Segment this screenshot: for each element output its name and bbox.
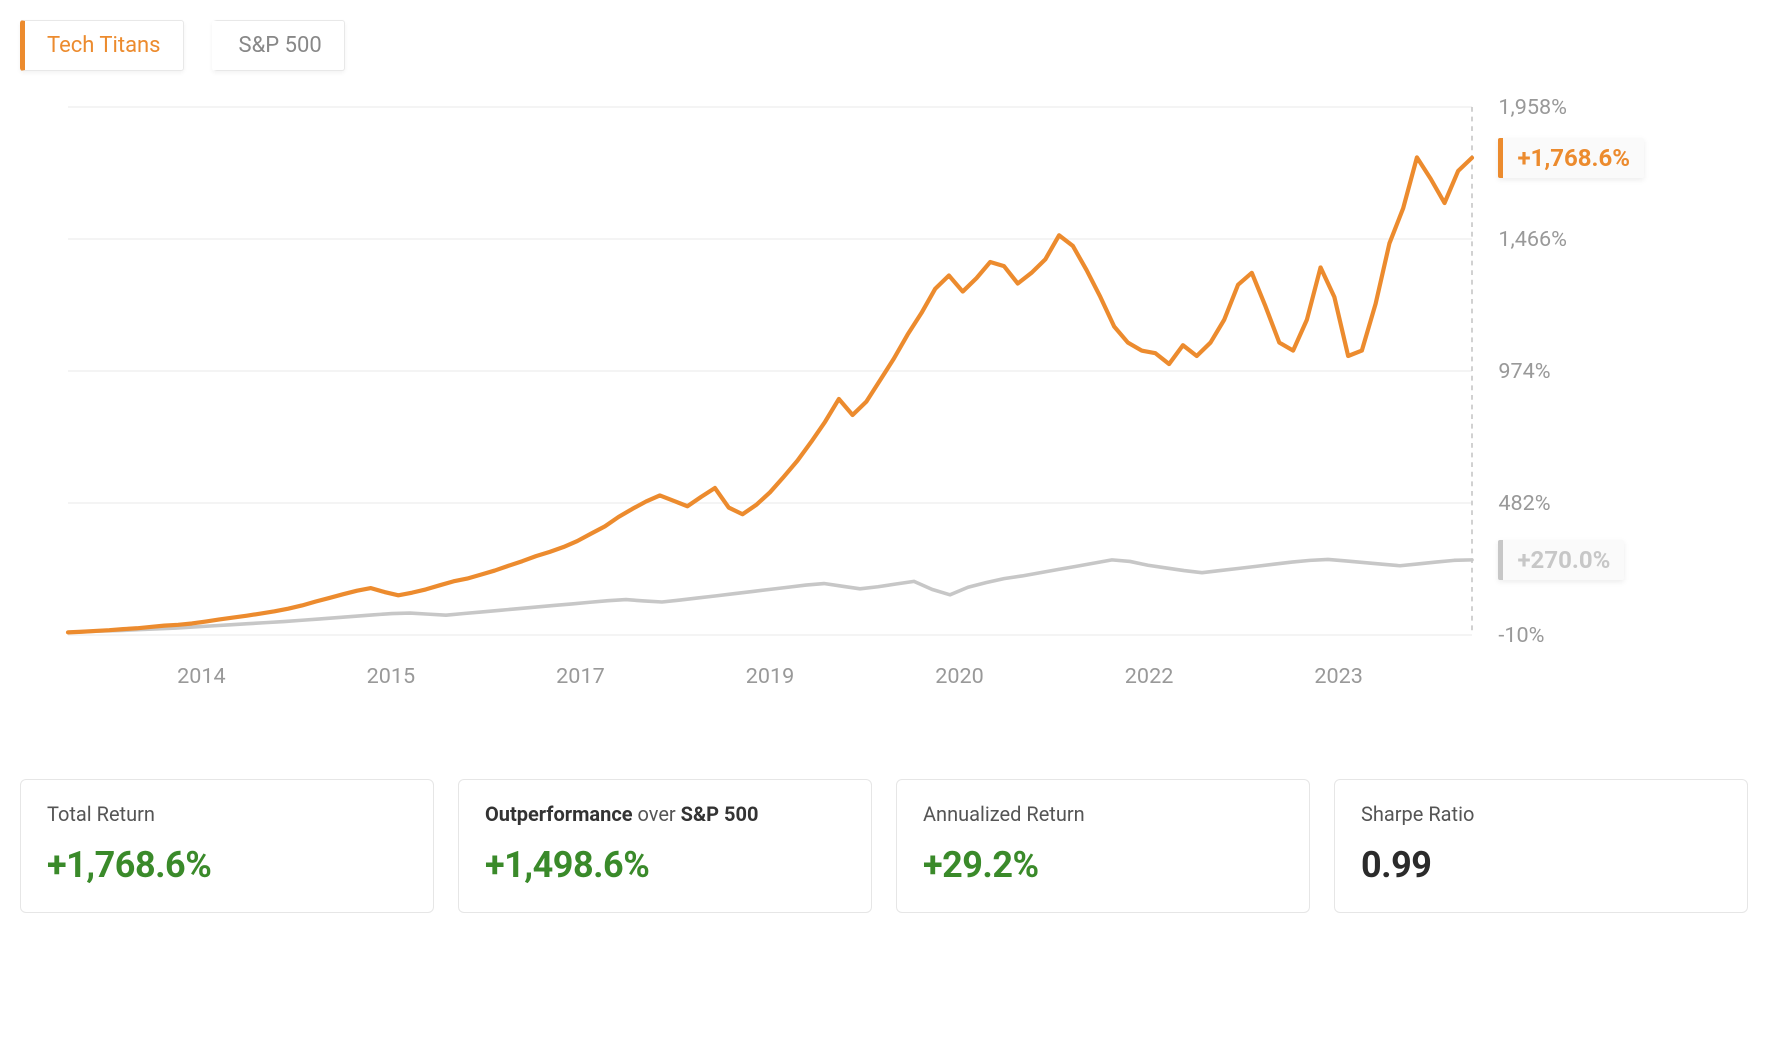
metric-card: Sharpe Ratio 0.99 xyxy=(1334,779,1748,913)
metric-value: 0.99 xyxy=(1361,844,1721,886)
end-value-badge-sp500: +270.0% xyxy=(1498,540,1624,580)
x-axis-label: 2020 xyxy=(935,664,984,689)
x-axis-label: 2015 xyxy=(367,664,416,689)
tab-s-p-500[interactable]: S&P 500 xyxy=(212,20,345,71)
metric-value: +1,498.6% xyxy=(485,844,845,886)
tab-tech-titans[interactable]: Tech Titans xyxy=(20,20,184,71)
end-value-label: +1,768.6% xyxy=(1517,144,1630,172)
metrics-row: Total Return +1,768.6% Outperformance over… xyxy=(20,779,1748,913)
metric-value: +29.2% xyxy=(923,844,1283,886)
x-axis-label: 2014 xyxy=(177,664,226,689)
performance-chart: 1,958% 1,466% 974% 482% -10% 2014 2015 2017 2019… xyxy=(20,95,1748,719)
y-axis-label: 1,466% xyxy=(1498,227,1567,252)
x-axis-label: 2023 xyxy=(1314,664,1363,689)
end-value-badge-tech_titans: +1,768.6% xyxy=(1498,138,1644,178)
metric-label: Outperformance over S&P 500 xyxy=(485,802,845,826)
y-axis-label: 974% xyxy=(1498,359,1550,384)
series-tabs: Tech Titans S&P 500 xyxy=(20,20,1748,71)
chart-svg: 1,958% 1,466% 974% 482% -10% 2014 2015 2017 2019… xyxy=(20,95,1748,719)
y-axis-label: -10% xyxy=(1498,623,1544,648)
y-axis-label: 1,958% xyxy=(1498,95,1567,120)
metric-card: Annualized Return +29.2% xyxy=(896,779,1310,913)
x-axis-label: 2019 xyxy=(746,664,795,689)
series-line-sp500 xyxy=(68,559,1472,632)
y-axis-label: 482% xyxy=(1498,491,1550,516)
metric-label: Total Return xyxy=(47,802,407,826)
metric-label: Annualized Return xyxy=(923,802,1283,826)
x-axis-label: 2022 xyxy=(1125,664,1174,689)
metric-value: +1,768.6% xyxy=(47,844,407,886)
tab-label: S&P 500 xyxy=(239,33,322,58)
x-axis-label: 2017 xyxy=(556,664,605,689)
series-line-tech_titans xyxy=(68,157,1472,632)
metric-label: Sharpe Ratio xyxy=(1361,802,1721,826)
end-value-label: +270.0% xyxy=(1517,546,1610,574)
metric-card: Outperformance over S&P 500 +1,498.6% xyxy=(458,779,872,913)
tab-label: Tech Titans xyxy=(47,33,161,58)
metric-card: Total Return +1,768.6% xyxy=(20,779,434,913)
